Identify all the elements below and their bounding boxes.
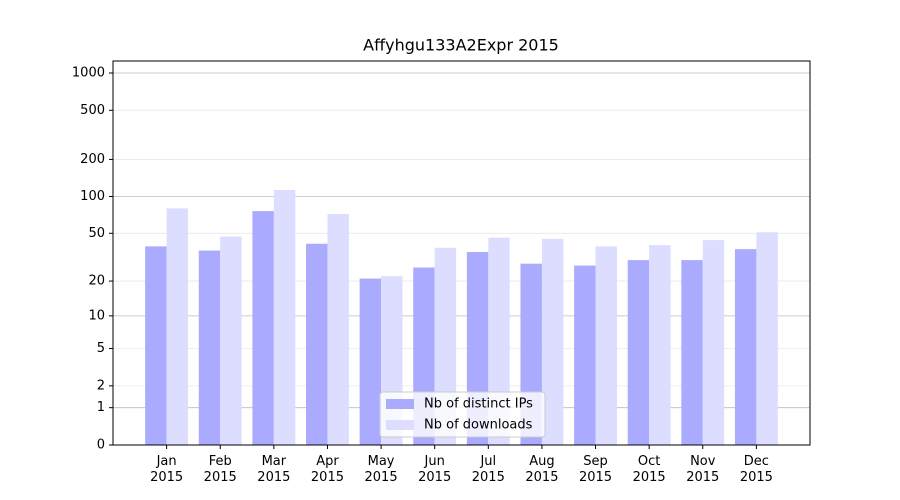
legend-swatch [386, 399, 414, 409]
x-tick-label: Apr 2015 [311, 454, 344, 485]
plot-frame [112, 60, 811, 446]
x-tick-label: May 2015 [365, 454, 398, 485]
x-tick-label: Oct 2015 [633, 454, 666, 485]
bar [541, 238, 564, 445]
x-tick-label: Jun 2015 [418, 454, 451, 485]
bar [145, 246, 167, 445]
x-tick-label: Jul 2015 [472, 454, 505, 485]
bar [574, 265, 596, 445]
legend-swatch [386, 420, 414, 430]
bar [252, 211, 274, 445]
bar [649, 245, 671, 445]
bar [595, 246, 617, 445]
bar [198, 250, 221, 445]
y-tick-label: 50 [88, 226, 105, 241]
x-tick-label: Feb 2015 [204, 454, 237, 485]
y-tick-label: 200 [80, 152, 105, 167]
bar [734, 249, 757, 445]
legend-label: Nb of distinct IPs [424, 397, 533, 412]
bar [166, 208, 189, 445]
x-tick-label: Aug 2015 [525, 454, 558, 485]
y-tick-label: 5 [97, 341, 105, 356]
y-tick-label: 20 [88, 274, 105, 289]
y-tick-label: 2 [97, 378, 105, 393]
x-tick-label: Nov 2015 [686, 454, 719, 485]
y-tick-label: 1000 [72, 66, 105, 81]
y-tick-label: 0 [97, 438, 105, 453]
y-tick-label: 10 [88, 308, 105, 323]
bar [756, 232, 778, 445]
bar [681, 260, 703, 445]
y-tick-label: 500 [80, 103, 105, 118]
legend-box [379, 391, 546, 438]
bar [306, 243, 328, 445]
bar [220, 236, 242, 445]
chart-title: Affyhgu133A2Expr 2015 [363, 36, 559, 55]
bar [273, 189, 296, 445]
bar [327, 213, 349, 445]
x-tick-label: Jan 2015 [150, 454, 183, 485]
x-tick-label: Mar 2015 [257, 454, 290, 485]
x-tick-label: Sep 2015 [579, 454, 612, 485]
y-tick-label: 1 [97, 400, 105, 415]
bar [702, 240, 725, 445]
bar [359, 278, 382, 445]
x-tick-label: Dec 2015 [740, 454, 773, 485]
legend: Nb of distinct IPs Nb of downloads [379, 391, 546, 438]
legend-label: Nb of downloads [424, 418, 533, 433]
bar [627, 260, 650, 445]
y-tick-label: 100 [80, 189, 105, 204]
